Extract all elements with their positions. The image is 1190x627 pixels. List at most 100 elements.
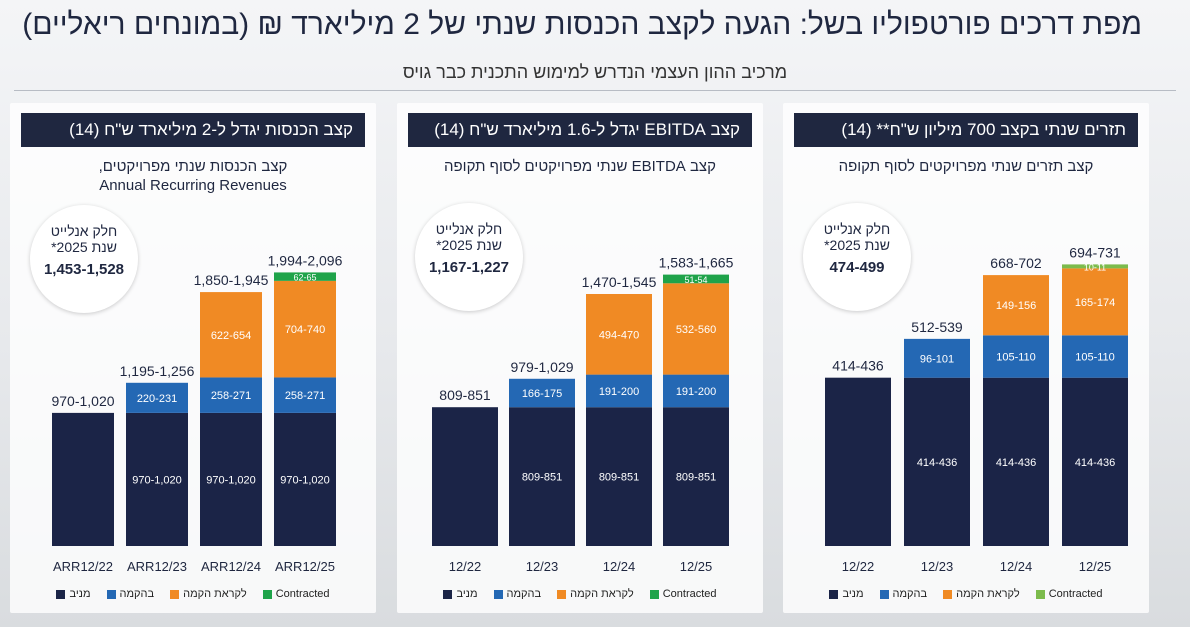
bar-segment xyxy=(586,374,652,408)
bar-total-label: 414-436 xyxy=(832,358,884,374)
bar-segment xyxy=(432,407,498,546)
bar-total-label: 1,994-2,096 xyxy=(268,252,343,268)
segment-label: 51-54 xyxy=(684,275,707,285)
bar-segment xyxy=(52,412,114,546)
bar-segment xyxy=(126,412,188,546)
legend-item-construction: בהקמה xyxy=(493,586,541,602)
segment-label: 258-271 xyxy=(211,390,251,402)
segment-label: 970-1,020 xyxy=(132,474,182,486)
divider xyxy=(14,90,1176,91)
bar-total-label: 979-1,029 xyxy=(510,359,573,375)
bar-segment xyxy=(663,407,729,546)
category-label: 12/24 xyxy=(1000,559,1033,574)
callout-line1: חלק אנלייט xyxy=(50,223,118,239)
panel-subtitle-en: Annual Recurring Revenues xyxy=(99,177,287,194)
legend-item-operating: מניב xyxy=(56,586,91,602)
bar-segment xyxy=(1062,264,1128,269)
callout-line1: חלק אנלייט xyxy=(823,221,891,237)
bar-segment xyxy=(509,407,575,546)
segment-label: 494-470 xyxy=(599,329,639,341)
bar-total-label: 1,195-1,256 xyxy=(120,363,195,379)
bar-segment xyxy=(200,412,262,546)
bar-total-label: 1,850-1,945 xyxy=(194,272,269,288)
revenue-chart: 970-1,020 ARR12/22 970-1,020 220-231 1,195-1… xyxy=(51,252,343,574)
bar-segment xyxy=(904,377,970,546)
bar-total-label: 668-702 xyxy=(990,255,1042,271)
bar-total-label: 694-731 xyxy=(1069,244,1121,260)
segment-label: 622-654 xyxy=(211,330,251,342)
bar-segment xyxy=(825,377,891,546)
bar-segment xyxy=(586,293,652,375)
legend-item-construction: בהקמה xyxy=(879,586,927,602)
segment-label: 191-200 xyxy=(676,386,716,398)
bar-segment xyxy=(274,412,336,546)
callout-line2: שנת 2025* xyxy=(824,237,890,253)
bar-segment xyxy=(126,382,188,413)
category-label: ARR12/23 xyxy=(127,559,187,574)
cashflow-chart: 414-436 12/22 414-436 96-101 512-539 12/23 414… xyxy=(825,244,1128,574)
panel-subtitle: קצב EBITDA שנתי מפרויקטים לסוף תקופה xyxy=(407,157,753,176)
bar-total-label: 970-1,020 xyxy=(51,393,114,409)
segment-label: 191-200 xyxy=(599,386,639,398)
legend-item-ready: לקראת הקמה xyxy=(170,586,247,602)
bar-segment xyxy=(274,377,336,413)
chart-legend: מניב בהקמה לקראת הקמה Contracted xyxy=(10,586,376,602)
bar-segment xyxy=(904,338,970,378)
callout-line2: שנת 2025* xyxy=(436,237,502,253)
bar-segment xyxy=(509,378,575,408)
segment-label: 414-436 xyxy=(917,457,957,469)
chart-legend: מניב בהקמה לקראת הקמה Contracted xyxy=(783,586,1149,602)
panel-subtitle: קצב תזרים שנתי מפרויקטים לסוף תקופה xyxy=(793,157,1139,176)
segment-label: 414-436 xyxy=(1075,457,1115,469)
segment-label: 165-174 xyxy=(1075,297,1115,309)
panel-header: תזרים שנתי בקצב 700 מיליון ש"ח** (14) xyxy=(794,113,1138,147)
category-label: ARR12/22 xyxy=(53,559,113,574)
segment-label: 414-436 xyxy=(996,457,1036,469)
legend-item-operating: מניב xyxy=(443,586,478,602)
callout-value: 1,167-1,227 xyxy=(428,259,510,276)
segment-label: 809-851 xyxy=(599,472,639,484)
category-label: ARR12/24 xyxy=(201,559,261,574)
share-callout: חלק אנלייט שנת 2025* 1,167-1,227 xyxy=(415,203,523,311)
category-label: 12/23 xyxy=(921,559,954,574)
segment-label: 809-851 xyxy=(522,472,562,484)
share-callout: חלק אנלייט שנת 2025* 474-499 xyxy=(803,203,911,311)
segment-label: 149-156 xyxy=(996,300,1036,312)
bar-segment xyxy=(586,407,652,546)
share-callout: חלק אנלייט שנת 2025* 1,453-1,528 xyxy=(30,205,138,313)
legend-item-operating: מניב xyxy=(829,586,864,602)
bar-total-label: 809-851 xyxy=(439,387,491,403)
segment-label: 105-110 xyxy=(996,351,1036,363)
bar-segment xyxy=(663,374,729,408)
bar-segment xyxy=(983,275,1049,336)
segment-label: 258-271 xyxy=(285,390,325,402)
category-label: 12/22 xyxy=(449,559,482,574)
segment-label: 970-1,020 xyxy=(206,474,256,486)
segment-label: 166-175 xyxy=(522,388,562,400)
ebitda-chart: 809-851 12/22 809-851 166-175 979-1,029 12/23… xyxy=(432,255,734,574)
bar-segment xyxy=(663,283,729,375)
callout-line2: שנת 2025* xyxy=(51,239,117,255)
category-label: 12/23 xyxy=(526,559,559,574)
segment-label: 970-1,020 xyxy=(280,474,330,486)
panel-subtitle-he: קצב הכנסות שנתי מפרויקטים, xyxy=(98,158,288,175)
category-label: ARR12/25 xyxy=(275,559,335,574)
segment-label: 96-101 xyxy=(920,353,954,365)
bar-segment xyxy=(274,272,336,281)
callout-value: 1,453-1,528 xyxy=(43,261,125,278)
panel-header: קצב הכנסות יגדל ל-2 מיליארד ש"ח (14) xyxy=(21,113,365,147)
legend-item-contracted: Contracted xyxy=(1035,586,1103,602)
category-label: 12/25 xyxy=(1079,559,1112,574)
panel-subtitle: קצב הכנסות שנתי מפרויקטים, Annual Recurr… xyxy=(20,157,366,195)
callout-line1: חלק אנלייט xyxy=(435,221,503,237)
segment-label: 105-110 xyxy=(1075,351,1115,363)
bar-total-label: 1,583-1,665 xyxy=(659,255,734,271)
panel-header: קצב EBITDA יגדל ל-1.6 מיליארד ש"ח (14) xyxy=(408,113,752,147)
legend-item-construction: בהקמה xyxy=(106,586,154,602)
bar-total-label: 512-539 xyxy=(911,319,963,335)
segment-label: 62-65 xyxy=(293,273,316,283)
legend-item-ready: לקראת הקמה xyxy=(557,586,634,602)
segment-label: 220-231 xyxy=(137,393,177,405)
legend-item-contracted: Contracted xyxy=(262,586,330,602)
legend-item-ready: לקראת הקמה xyxy=(943,586,1020,602)
